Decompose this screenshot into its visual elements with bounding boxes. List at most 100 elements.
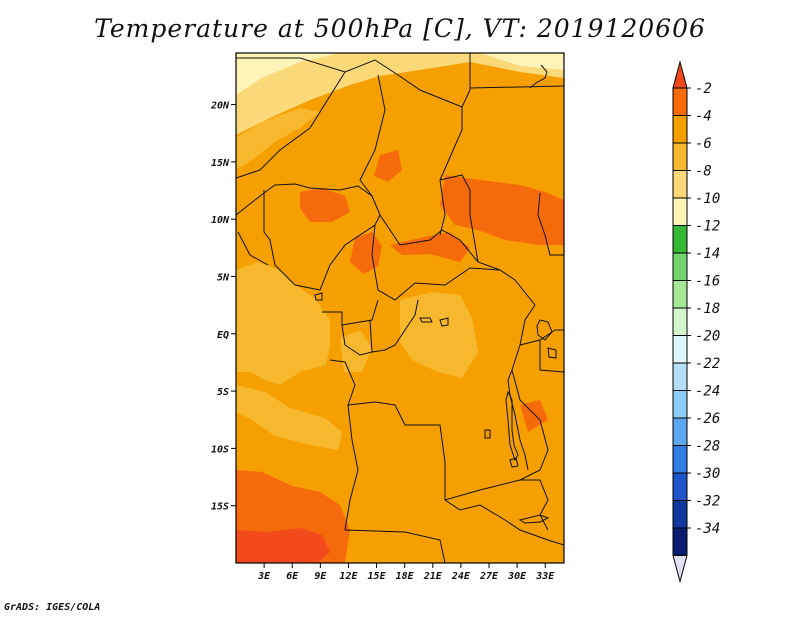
colorbar-label--34: -34 (695, 521, 720, 537)
colorbar-label--14: -14 (695, 246, 720, 262)
field-region-nigeria-warm (300, 188, 350, 222)
border-line (520, 479, 549, 531)
axes: 3E 6E 9E 12E 15E 18E 21E 24E 27E 30E 33E 20N 15N 10N 5… (210, 101, 555, 582)
colorbar-label--8: -8 (695, 164, 712, 180)
lake-outline (439, 317, 449, 327)
border-line (263, 190, 381, 291)
colorbar-label--28: -28 (695, 439, 720, 455)
border-line (444, 499, 564, 546)
colorbar-swatch-16 (672, 500, 688, 529)
border-line (344, 404, 359, 531)
colorbar-label--18: -18 (695, 301, 720, 317)
colorbar-label--26: -26 (695, 411, 720, 427)
country-borders (236, 53, 564, 563)
field-region-north-edge (236, 53, 564, 95)
y-tick-label-15S: 15S (211, 502, 229, 513)
border-line (469, 85, 564, 89)
x-tick-label-33E: 33E (535, 571, 555, 582)
lake-outline (314, 292, 323, 301)
colorbar-swatch-5 (672, 197, 688, 226)
y-tick-label-10S: 10S (211, 444, 229, 455)
x-tick-label-15E: 15E (368, 571, 387, 582)
lake-outline (505, 390, 519, 462)
colorbar-swatch-2 (672, 115, 688, 144)
field-region-southwest-warm (236, 400, 548, 563)
field-region-sudan-warm (440, 175, 564, 245)
lake-outline (509, 457, 519, 468)
x-tick-label-9E: 9E (314, 571, 327, 582)
colorbar-swatch-6 (672, 225, 688, 254)
plot-frame (235, 52, 565, 564)
lake-outline (529, 64, 548, 89)
field-region-atlantic-southwest (236, 385, 342, 450)
border-line (236, 71, 346, 179)
colorbar-swatch-1 (672, 87, 688, 116)
colorbar-label--2: -2 (695, 81, 712, 97)
colorbar-swatch-15 (672, 472, 688, 501)
border-line (359, 74, 386, 197)
y-tick-label-5N: 5N (217, 272, 230, 283)
x-tick-label-3E: 3E (257, 571, 271, 582)
lake-outline (518, 514, 550, 524)
colorbar-arrow-bottom (672, 555, 688, 584)
border-line (439, 174, 479, 263)
temperature-field (236, 53, 564, 563)
field-region-gulf-of-guinea (236, 262, 330, 385)
field-region-congo-basin (340, 292, 478, 378)
colorbar-swatch-14 (672, 445, 688, 474)
field-region-cameroon-warm (350, 232, 382, 274)
colorbar-swatch-9 (672, 307, 688, 336)
field-region-sahara-north (236, 53, 564, 135)
colorbar-swatch-10 (672, 335, 688, 364)
colorbar-swatch-11 (672, 362, 688, 391)
colorbar: -2 -4 -6 -8 -10 -12 -14 -16 -18 -20 -22 -24 -26 -28 -3… (672, 60, 720, 584)
colorbar-label--30: -30 (695, 466, 720, 482)
border-line (341, 319, 373, 356)
y-tick-label-5S: 5S (217, 387, 229, 398)
y-tick-label-20N: 20N (210, 101, 230, 112)
lake-outline (547, 347, 557, 359)
colorbar-arrow-top (672, 60, 688, 89)
lake-outline (419, 317, 433, 323)
colorbar-label--12: -12 (695, 219, 720, 235)
border-line (236, 183, 536, 306)
y-tick-label-15N: 15N (211, 158, 230, 169)
colorbar-label--10: -10 (695, 191, 720, 207)
y-tick-label-EQ: EQ (217, 330, 229, 341)
border-line (371, 224, 501, 301)
border-line (507, 369, 529, 471)
x-tick-label-24E: 24E (451, 571, 471, 582)
border-line (519, 329, 564, 346)
border-line (537, 192, 564, 256)
lake-outline (484, 429, 491, 439)
colorbar-swatch-13 (672, 417, 688, 446)
chart-title: Temperature at 500hPa [C], VT: 201912060… (94, 14, 706, 43)
colorbar-label--4: -4 (695, 109, 712, 125)
border-line (344, 529, 446, 563)
y-tick-label-10N: 10N (211, 215, 230, 226)
x-tick-label-18E: 18E (396, 571, 415, 582)
colorbar-label--20: -20 (695, 329, 720, 345)
colorbar-label--16: -16 (695, 274, 720, 290)
colorbar-swatch-12 (672, 390, 688, 419)
lake-outline (536, 319, 553, 341)
border-line (371, 299, 419, 353)
colorbar-swatch-7 (672, 252, 688, 281)
x-tick-label-21E: 21E (423, 571, 443, 582)
border-line (539, 340, 564, 373)
colorbar-swatch-17 (672, 527, 688, 556)
border-line (236, 53, 471, 108)
border-line (237, 231, 269, 266)
colorbar-swatch-8 (672, 280, 688, 309)
field-region-southwest-core (236, 528, 330, 563)
x-tick-label-27E: 27E (479, 571, 499, 582)
x-tick-label-30E: 30E (507, 571, 527, 582)
colorbar-swatch-4 (672, 170, 688, 199)
field-region-car-warm (374, 150, 470, 262)
colorbar-label--32: -32 (695, 494, 720, 510)
field-region-nw-band (236, 108, 320, 170)
colorbar-label--6: -6 (695, 136, 712, 152)
x-tick-label-6E: 6E (286, 571, 299, 582)
grads-credit: GrADS: IGES/COLA (4, 602, 101, 613)
